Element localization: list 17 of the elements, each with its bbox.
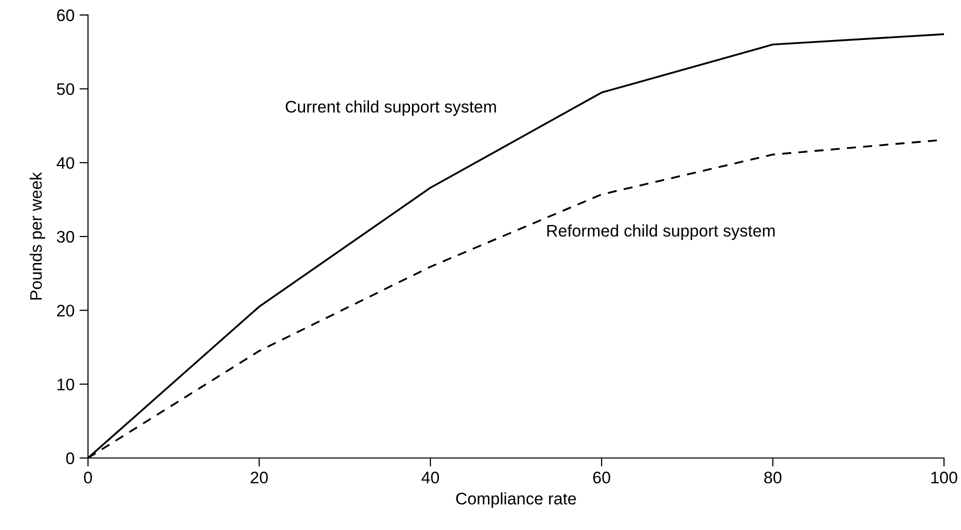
x-tick-label: 60 <box>593 472 610 484</box>
x-tick-label: 80 <box>764 472 782 484</box>
x-tick-label: 0 <box>84 472 92 484</box>
y-tick-label: 50 <box>56 83 74 96</box>
series-label: Reformed child support system <box>547 224 775 240</box>
x-axis-title: Compliance rate <box>456 492 576 508</box>
y-tick-label: 40 <box>56 157 74 169</box>
y-tick-label: 0 <box>66 452 74 464</box>
y-tick-label: 20 <box>57 304 74 317</box>
y-axis-title: Pounds per week <box>30 172 46 300</box>
x-tick-label: 20 <box>250 472 268 484</box>
x-tick-label: 100 <box>931 472 958 484</box>
x-tick-label: 40 <box>422 472 440 484</box>
y-tick-label: 30 <box>56 230 74 243</box>
y-tick-label: 10 <box>58 378 74 390</box>
series-label: Current child support system <box>286 100 496 116</box>
y-tick-label: 60 <box>57 9 74 22</box>
